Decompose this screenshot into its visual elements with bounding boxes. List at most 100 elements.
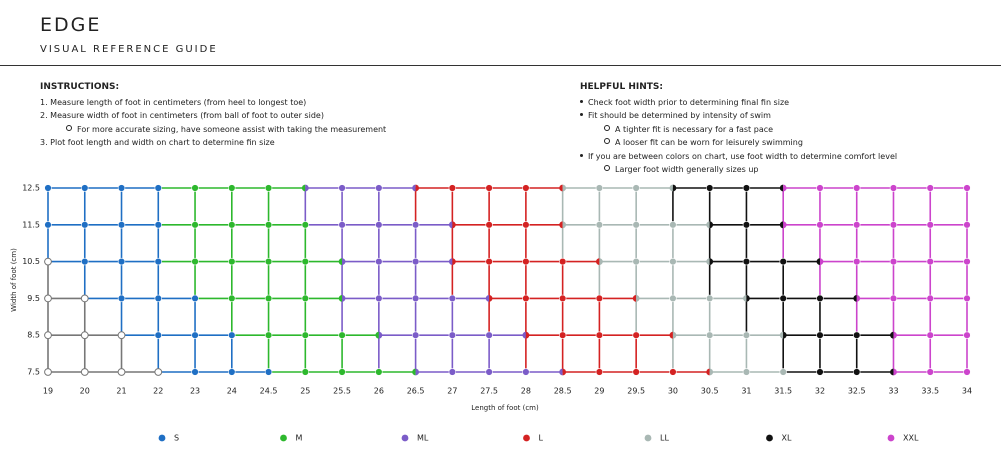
x-tick-label: 24.5 <box>260 387 278 396</box>
node-half <box>452 258 456 265</box>
node <box>963 257 971 266</box>
node-half <box>706 368 710 376</box>
node <box>926 221 934 229</box>
node <box>853 221 861 229</box>
node-half <box>412 184 416 192</box>
node-half <box>709 221 714 229</box>
node-half <box>636 295 640 302</box>
legend-label: ML <box>417 434 429 443</box>
x-tick-label: 25.5 <box>333 387 351 396</box>
node <box>301 331 310 339</box>
y-axis-title: Width of foot (cm) <box>10 248 18 312</box>
y-tick-label: 10.5 <box>22 257 40 266</box>
node <box>228 221 236 229</box>
node-half <box>746 295 750 302</box>
node-half <box>485 295 490 302</box>
node <box>228 257 236 266</box>
node <box>632 184 640 192</box>
node <box>448 184 457 192</box>
node <box>375 368 383 376</box>
node-half <box>522 331 526 339</box>
node <box>632 257 640 266</box>
y-tick-label: 8.5 <box>27 331 40 340</box>
node-half <box>596 258 600 265</box>
node <box>338 368 346 376</box>
node <box>228 331 236 339</box>
node <box>926 257 934 266</box>
x-tick-label: 29 <box>594 387 604 396</box>
node <box>889 257 898 266</box>
x-tick-label: 32.5 <box>848 387 866 396</box>
node <box>228 184 236 192</box>
node-half <box>890 368 894 376</box>
node-half <box>452 221 456 229</box>
node <box>375 257 383 266</box>
node <box>963 184 971 192</box>
x-tick-label: 20 <box>80 387 90 396</box>
x-tick-label: 31 <box>741 387 751 396</box>
node <box>191 294 199 303</box>
node <box>963 331 971 339</box>
node <box>816 221 824 229</box>
node-half <box>448 258 453 265</box>
node-half <box>301 184 306 192</box>
node-half <box>743 295 747 302</box>
y-tick-label: 7.5 <box>27 368 40 377</box>
node <box>853 331 861 339</box>
node-half <box>375 331 379 339</box>
node-half <box>816 258 820 265</box>
node <box>117 257 126 266</box>
node <box>301 294 310 303</box>
node <box>779 257 787 266</box>
node <box>228 368 236 376</box>
node <box>191 184 199 192</box>
node <box>816 368 824 376</box>
item: Check foot width prior to determining fi… <box>580 96 897 110</box>
node-half <box>559 184 563 192</box>
node <box>853 184 861 192</box>
node <box>742 221 751 229</box>
legend-label: XXL <box>903 434 919 443</box>
x-tick-label: 28 <box>521 387 531 396</box>
node <box>669 221 677 229</box>
item: If you are between colors on chart, use … <box>580 150 897 164</box>
node <box>558 331 567 339</box>
node <box>595 331 604 339</box>
legend-label: XL <box>782 434 792 443</box>
node <box>485 221 493 229</box>
node-half <box>783 221 787 229</box>
node <box>264 368 273 376</box>
x-tick-label: 31.5 <box>774 387 792 396</box>
node-half <box>783 331 787 339</box>
node <box>632 331 640 339</box>
node-half <box>559 368 563 376</box>
node-empty <box>80 294 89 303</box>
legend-swatch <box>280 434 287 442</box>
node-half <box>562 221 567 229</box>
node-half <box>706 221 710 229</box>
node-empty <box>44 368 52 376</box>
x-tick-label: 30.5 <box>701 387 719 396</box>
node <box>117 221 126 229</box>
node <box>191 331 199 339</box>
legend-label: L <box>539 434 544 443</box>
x-tick-label: 26 <box>374 387 384 396</box>
node <box>705 294 714 303</box>
node <box>742 184 751 192</box>
x-tick-label: 30 <box>668 387 678 396</box>
x-tick-label: 23 <box>190 387 200 396</box>
node <box>485 184 493 192</box>
node-half <box>856 295 861 302</box>
node <box>191 257 199 266</box>
node <box>889 184 898 192</box>
node <box>154 294 162 303</box>
legend-swatch <box>887 434 895 442</box>
node <box>742 368 751 376</box>
x-tick-label: 25 <box>300 387 310 396</box>
node <box>191 368 199 376</box>
node-half <box>893 331 897 339</box>
instructions: INSTRUCTIONS: 1. Measure length of foot i… <box>40 81 386 150</box>
x-tick-label: 26.5 <box>407 387 425 396</box>
node <box>853 257 861 266</box>
node-half <box>489 295 493 302</box>
